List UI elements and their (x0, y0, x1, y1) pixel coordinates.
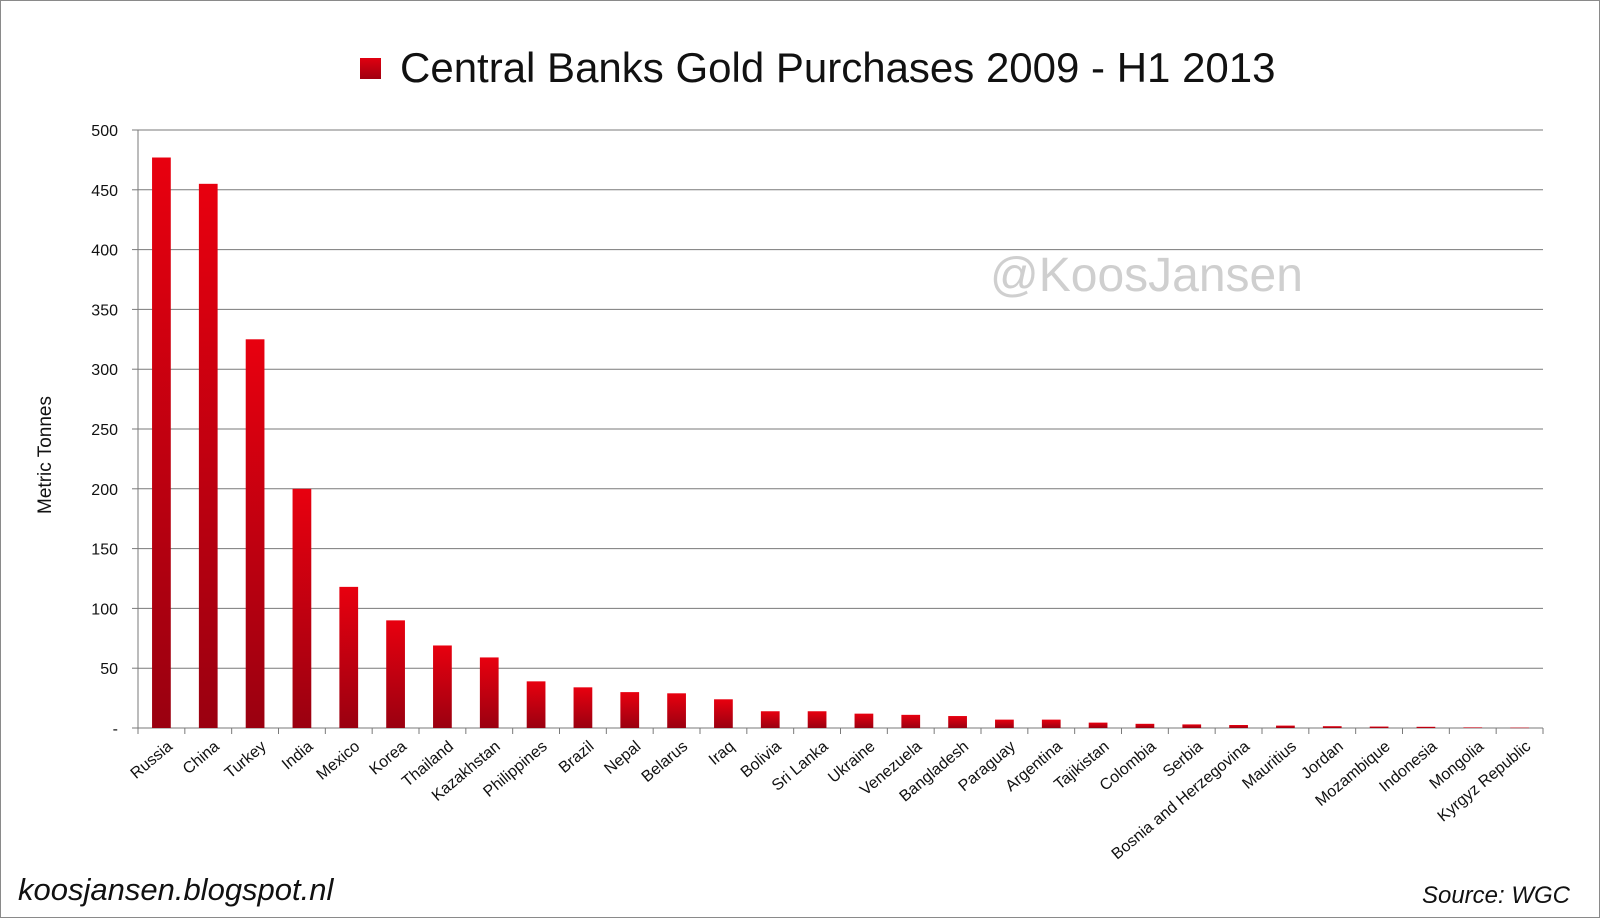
bar-bangladesh (948, 716, 967, 728)
y-tick-label: 250 (91, 422, 118, 439)
x-tick-label: Nepal (601, 738, 644, 778)
x-tick-label: Russia (128, 738, 176, 783)
x-tick-label: Turkey (222, 738, 270, 782)
bar-paraguay (995, 719, 1014, 728)
bars (152, 157, 1529, 729)
x-tick-label: India (279, 738, 317, 773)
bar-sri-lanka (807, 711, 827, 728)
bar-china (198, 183, 218, 728)
y-tick-label: - (113, 721, 118, 738)
gridlines (132, 129, 1544, 734)
bar-russia (152, 157, 171, 728)
legend-swatch (360, 58, 381, 79)
x-tick-label: Iraq (706, 738, 738, 769)
bar-brazil (573, 687, 593, 728)
bar-jordan (1322, 726, 1342, 728)
blog-url: koosjansen.blogspot.nl (18, 872, 334, 907)
y-axis-ticks: - 50 100 150 200 250 300 350 400 450 500 (91, 123, 118, 738)
bar-indonesia (1416, 726, 1436, 728)
x-tick-label: Brazil (556, 738, 598, 777)
bar-mozambique (1369, 726, 1389, 728)
y-tick-label: 450 (91, 183, 118, 200)
bar-turkey (245, 339, 265, 728)
y-tick-label: 300 (91, 362, 118, 379)
bar-ukraine (854, 713, 874, 728)
bar-kazakhstan (479, 657, 499, 728)
bar-philippines (526, 681, 546, 728)
bar-thailand (433, 645, 452, 728)
y-tick-label: 150 (91, 542, 118, 559)
chart-title: Central Banks Gold Purchases 2009 - H1 2… (400, 44, 1276, 91)
bar-bosnia-and-herzegovina (1229, 725, 1248, 728)
bar-serbia (1182, 724, 1202, 728)
bar-mexico (339, 586, 359, 728)
bar-kyrgyz-republic (1510, 727, 1529, 729)
y-axis-label: Metric Tonnes (35, 396, 56, 514)
bar-mauritius (1276, 725, 1295, 728)
x-tick-label: China (180, 738, 223, 778)
y-tick-label: 100 (91, 601, 118, 618)
bar-tajikistan (1088, 722, 1108, 728)
bar-mongolia (1463, 727, 1483, 728)
bar-belarus (667, 693, 686, 728)
bar-bolivia (760, 711, 780, 728)
y-tick-label: 400 (91, 243, 118, 260)
bar-argentina (1041, 719, 1061, 728)
bar-korea (386, 620, 405, 728)
bar-colombia (1135, 723, 1155, 728)
bar-iraq (714, 699, 733, 728)
watermark: @KoosJansen (990, 249, 1303, 302)
bar-venezuela (901, 714, 921, 728)
y-tick-label: 50 (100, 661, 118, 678)
y-tick-label: 500 (91, 123, 118, 140)
x-tick-label: Mexico (314, 738, 364, 784)
y-tick-label: 350 (91, 302, 118, 319)
bar-india (292, 488, 312, 728)
y-tick-label: 200 (91, 482, 118, 499)
x-tick-label: Belarus (639, 738, 691, 786)
bar-nepal (620, 692, 640, 728)
source-note: Source: WGC (1421, 882, 1570, 909)
